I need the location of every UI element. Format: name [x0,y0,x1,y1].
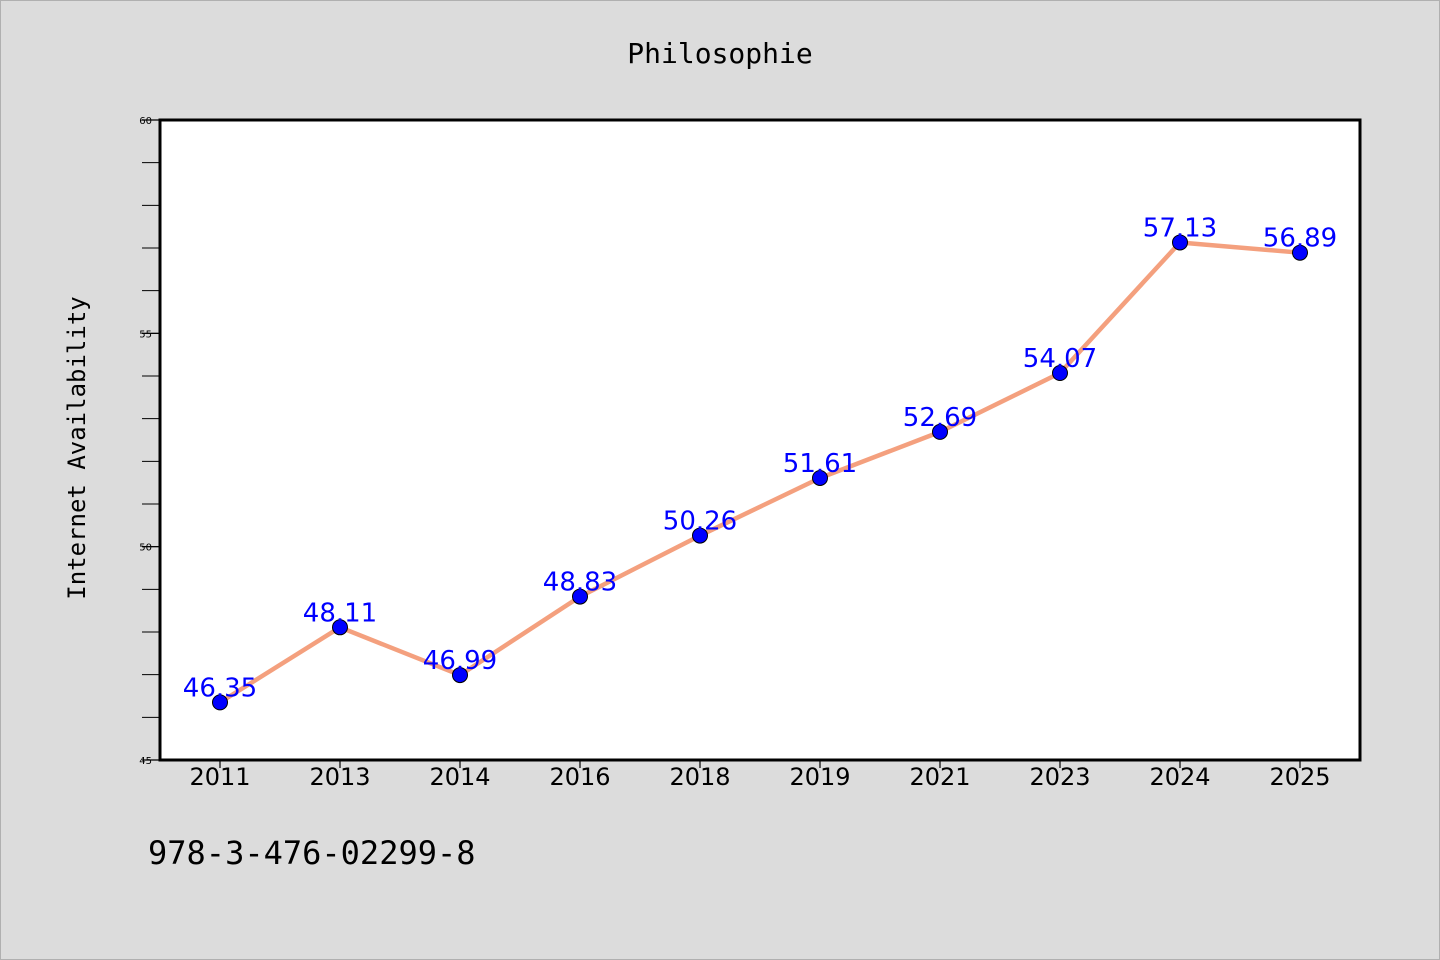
data-label: 48.83 [543,568,617,598]
data-label: 56.89 [1263,224,1337,254]
x-tick-label: 2018 [669,763,730,791]
x-tick-label: 2016 [549,763,610,791]
data-label: 52.69 [903,403,977,433]
data-point [692,527,708,544]
x-tick-label: 2013 [309,763,370,791]
data-label: 50.26 [663,507,737,537]
data-label: 48.11 [303,598,377,628]
data-point [452,667,468,684]
x-axis-ticks: 2011 2013 2014 2016 2018 2019 2021 2023 2024 2025 [189,760,1331,791]
plot-area [160,120,1360,760]
data-point [572,588,588,605]
data-point [1052,365,1068,382]
isbn-text: 978-3-476-02299-8 [148,834,476,872]
y-tick-label: 55 [139,329,152,340]
x-tick-label: 2011 [189,763,250,791]
series-line [218,240,1301,705]
x-tick-label: 2025 [1269,763,1330,791]
plot-frame [158,118,1362,762]
series-markers [212,234,1308,711]
y-tick-label: 50 [139,543,152,554]
chart-title: Philosophie [627,37,812,70]
data-point [1292,244,1308,261]
x-tick-label: 2021 [909,763,970,791]
x-tick-label: 2023 [1029,763,1090,791]
y-tick-label: 60 [139,116,152,127]
data-label: 54.07 [1023,344,1097,374]
data-point [332,619,348,636]
data-labels: 46.35 48.11 46.99 48.83 50.26 51.61 52.69 54.07… [183,213,1337,703]
data-point [212,694,228,711]
data-point [932,423,948,440]
data-label: 46.35 [183,673,257,703]
data-label: 46.99 [423,646,497,676]
y-axis-label: Internet Availability [63,296,91,599]
y-tick-label: 45 [139,756,152,767]
data-point [812,469,828,486]
data-label: 57.13 [1143,213,1217,243]
x-tick-label: 2014 [429,763,490,791]
data-label: 51.61 [783,449,857,479]
y-axis-ticks: 45 50 55 60 [139,116,160,767]
x-tick-label: 2019 [789,763,850,791]
data-point [1172,234,1188,251]
x-tick-label: 2024 [1149,763,1210,791]
